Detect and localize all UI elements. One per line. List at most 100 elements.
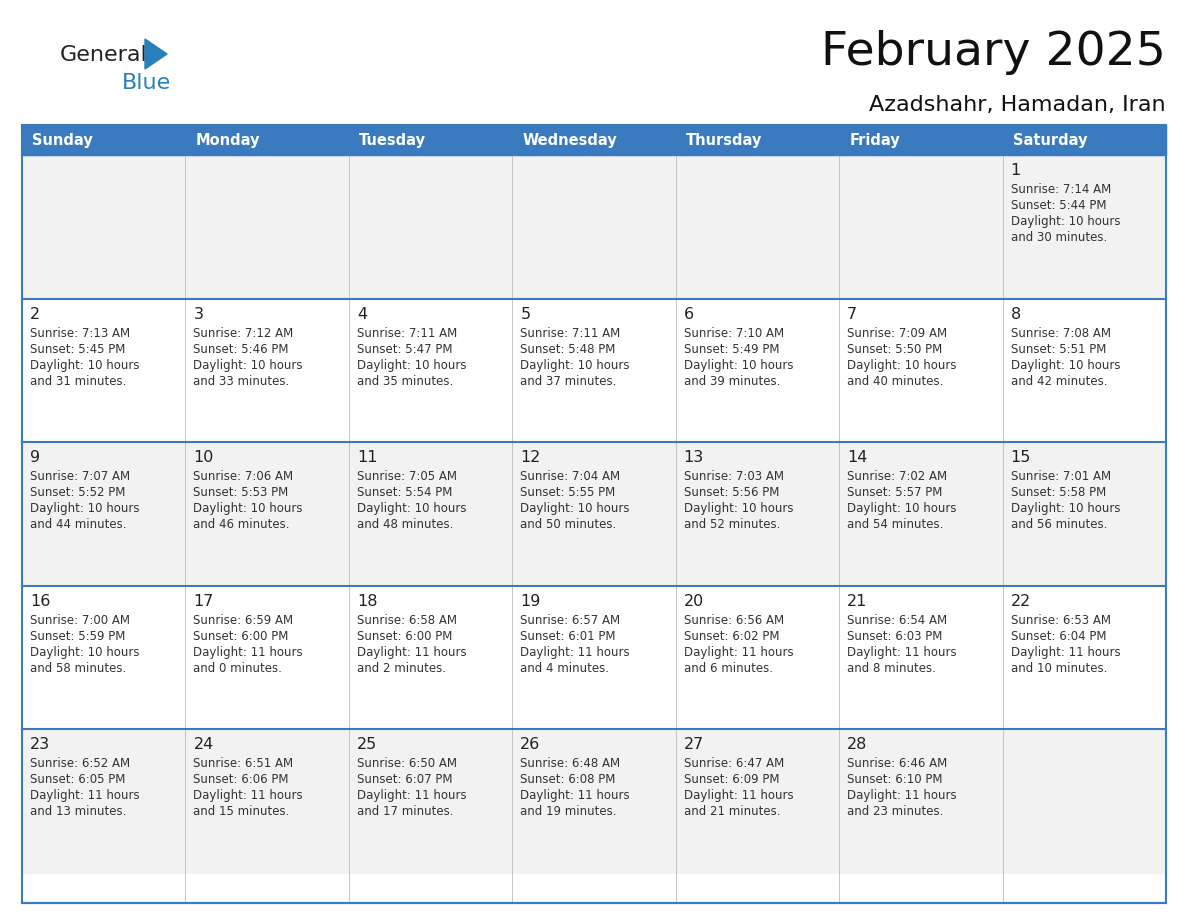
Text: Sunset: 6:09 PM: Sunset: 6:09 PM xyxy=(684,773,779,787)
Text: Sunset: 5:59 PM: Sunset: 5:59 PM xyxy=(30,630,126,643)
Polygon shape xyxy=(145,39,168,69)
Text: Daylight: 10 hours: Daylight: 10 hours xyxy=(684,502,794,515)
Text: Sunrise: 7:10 AM: Sunrise: 7:10 AM xyxy=(684,327,784,340)
Text: 2: 2 xyxy=(30,307,40,321)
Text: Sunrise: 7:11 AM: Sunrise: 7:11 AM xyxy=(520,327,620,340)
Text: Sunrise: 6:47 AM: Sunrise: 6:47 AM xyxy=(684,757,784,770)
Text: 14: 14 xyxy=(847,450,867,465)
Text: Daylight: 10 hours: Daylight: 10 hours xyxy=(1011,215,1120,228)
Text: Sunset: 6:05 PM: Sunset: 6:05 PM xyxy=(30,773,126,787)
Text: 23: 23 xyxy=(30,737,50,753)
Text: Sunset: 5:56 PM: Sunset: 5:56 PM xyxy=(684,487,779,499)
Text: Saturday: Saturday xyxy=(1012,132,1087,148)
Text: Sunrise: 7:04 AM: Sunrise: 7:04 AM xyxy=(520,470,620,483)
Text: Sunrise: 6:46 AM: Sunrise: 6:46 AM xyxy=(847,757,947,770)
Text: 12: 12 xyxy=(520,450,541,465)
Text: and 50 minutes.: and 50 minutes. xyxy=(520,518,617,532)
Text: and 10 minutes.: and 10 minutes. xyxy=(1011,662,1107,675)
Text: and 40 minutes.: and 40 minutes. xyxy=(847,375,943,387)
Text: 5: 5 xyxy=(520,307,530,321)
Text: Sunset: 5:53 PM: Sunset: 5:53 PM xyxy=(194,487,289,499)
Text: Wednesday: Wednesday xyxy=(523,132,617,148)
Bar xyxy=(23,298,1165,442)
Text: 3: 3 xyxy=(194,307,203,321)
Text: General: General xyxy=(61,45,147,65)
Text: Thursday: Thursday xyxy=(685,132,762,148)
Text: 18: 18 xyxy=(356,594,378,609)
Text: 25: 25 xyxy=(356,737,377,753)
Text: Sunset: 6:08 PM: Sunset: 6:08 PM xyxy=(520,773,615,787)
Text: Daylight: 10 hours: Daylight: 10 hours xyxy=(30,359,139,372)
Text: Sunset: 6:03 PM: Sunset: 6:03 PM xyxy=(847,630,942,643)
Text: February 2025: February 2025 xyxy=(821,30,1165,75)
Text: and 6 minutes.: and 6 minutes. xyxy=(684,662,772,675)
Text: Sunset: 6:07 PM: Sunset: 6:07 PM xyxy=(356,773,453,787)
Text: Daylight: 11 hours: Daylight: 11 hours xyxy=(1011,645,1120,659)
Text: Sunset: 6:00 PM: Sunset: 6:00 PM xyxy=(194,630,289,643)
Text: 28: 28 xyxy=(847,737,867,753)
Text: 22: 22 xyxy=(1011,594,1031,609)
Text: and 19 minutes.: and 19 minutes. xyxy=(520,805,617,819)
Text: 13: 13 xyxy=(684,450,704,465)
Text: and 35 minutes.: and 35 minutes. xyxy=(356,375,453,387)
Text: Sunrise: 6:50 AM: Sunrise: 6:50 AM xyxy=(356,757,457,770)
Text: Sunset: 6:10 PM: Sunset: 6:10 PM xyxy=(847,773,942,787)
Text: and 44 minutes.: and 44 minutes. xyxy=(30,518,126,532)
Bar xyxy=(23,442,1165,586)
Text: and 23 minutes.: and 23 minutes. xyxy=(847,805,943,819)
Bar xyxy=(23,125,1165,903)
Text: Tuesday: Tuesday xyxy=(359,132,425,148)
Text: Daylight: 11 hours: Daylight: 11 hours xyxy=(847,645,956,659)
Text: Daylight: 10 hours: Daylight: 10 hours xyxy=(847,359,956,372)
Text: Sunrise: 6:51 AM: Sunrise: 6:51 AM xyxy=(194,757,293,770)
Text: 21: 21 xyxy=(847,594,867,609)
Text: Sunset: 5:55 PM: Sunset: 5:55 PM xyxy=(520,487,615,499)
Text: and 52 minutes.: and 52 minutes. xyxy=(684,518,781,532)
Text: and 21 minutes.: and 21 minutes. xyxy=(684,805,781,819)
Text: and 46 minutes.: and 46 minutes. xyxy=(194,518,290,532)
Text: and 54 minutes.: and 54 minutes. xyxy=(847,518,943,532)
Text: Sunrise: 7:07 AM: Sunrise: 7:07 AM xyxy=(30,470,131,483)
Text: Daylight: 11 hours: Daylight: 11 hours xyxy=(194,645,303,659)
Text: 17: 17 xyxy=(194,594,214,609)
Text: Sunrise: 6:56 AM: Sunrise: 6:56 AM xyxy=(684,614,784,627)
Text: Daylight: 10 hours: Daylight: 10 hours xyxy=(30,645,139,659)
Text: Sunset: 6:02 PM: Sunset: 6:02 PM xyxy=(684,630,779,643)
Text: Friday: Friday xyxy=(849,132,899,148)
Text: Sunset: 5:49 PM: Sunset: 5:49 PM xyxy=(684,342,779,355)
Text: and 13 minutes.: and 13 minutes. xyxy=(30,805,126,819)
Text: Sunrise: 7:06 AM: Sunrise: 7:06 AM xyxy=(194,470,293,483)
Text: Blue: Blue xyxy=(122,73,171,93)
Text: Daylight: 10 hours: Daylight: 10 hours xyxy=(30,502,139,515)
Text: Sunrise: 6:57 AM: Sunrise: 6:57 AM xyxy=(520,614,620,627)
Text: Daylight: 11 hours: Daylight: 11 hours xyxy=(520,645,630,659)
Text: Monday: Monday xyxy=(196,132,260,148)
Text: 16: 16 xyxy=(30,594,50,609)
Text: 11: 11 xyxy=(356,450,378,465)
Text: 27: 27 xyxy=(684,737,704,753)
Text: Sunrise: 7:14 AM: Sunrise: 7:14 AM xyxy=(1011,183,1111,196)
Text: Sunset: 5:44 PM: Sunset: 5:44 PM xyxy=(1011,199,1106,212)
Text: and 0 minutes.: and 0 minutes. xyxy=(194,662,283,675)
Text: Sunset: 6:00 PM: Sunset: 6:00 PM xyxy=(356,630,453,643)
Text: Azadshahr, Hamadan, Iran: Azadshahr, Hamadan, Iran xyxy=(870,95,1165,115)
Text: and 17 minutes.: and 17 minutes. xyxy=(356,805,454,819)
Text: and 31 minutes.: and 31 minutes. xyxy=(30,375,126,387)
Text: and 48 minutes.: and 48 minutes. xyxy=(356,518,454,532)
Text: 9: 9 xyxy=(30,450,40,465)
Text: Daylight: 11 hours: Daylight: 11 hours xyxy=(356,789,467,802)
Text: Sunrise: 7:01 AM: Sunrise: 7:01 AM xyxy=(1011,470,1111,483)
Text: Daylight: 11 hours: Daylight: 11 hours xyxy=(356,645,467,659)
Text: Daylight: 10 hours: Daylight: 10 hours xyxy=(194,502,303,515)
Text: Sunrise: 7:13 AM: Sunrise: 7:13 AM xyxy=(30,327,131,340)
Text: Sunset: 5:52 PM: Sunset: 5:52 PM xyxy=(30,487,126,499)
Text: and 37 minutes.: and 37 minutes. xyxy=(520,375,617,387)
Text: 15: 15 xyxy=(1011,450,1031,465)
Text: 1: 1 xyxy=(1011,163,1020,178)
Text: 4: 4 xyxy=(356,307,367,321)
Text: Sunrise: 6:58 AM: Sunrise: 6:58 AM xyxy=(356,614,457,627)
Text: Daylight: 10 hours: Daylight: 10 hours xyxy=(194,359,303,372)
Text: and 39 minutes.: and 39 minutes. xyxy=(684,375,781,387)
Text: Sunrise: 6:59 AM: Sunrise: 6:59 AM xyxy=(194,614,293,627)
Text: and 15 minutes.: and 15 minutes. xyxy=(194,805,290,819)
